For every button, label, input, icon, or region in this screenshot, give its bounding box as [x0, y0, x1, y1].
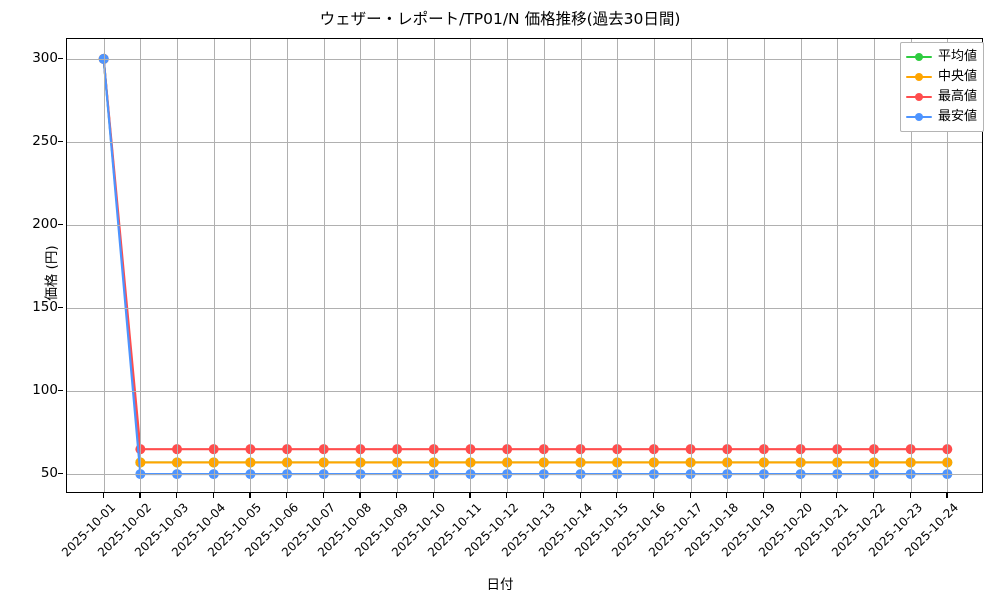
series-line [102, 57, 949, 464]
x-axis-tick-mark [799, 493, 801, 498]
gridline-vertical [947, 39, 949, 492]
gridline-horizontal [67, 474, 982, 476]
x-axis-tick-mark [579, 493, 581, 498]
gridline-vertical [763, 39, 765, 492]
x-axis-tick-mark [102, 493, 104, 498]
y-axis-tick-label: 200 [32, 215, 58, 232]
gridline-vertical [727, 39, 729, 492]
x-axis-tick-mark [909, 493, 911, 498]
series-line [102, 57, 949, 451]
x-axis-tick-mark [139, 493, 141, 498]
x-axis-tick-mark [762, 493, 765, 498]
legend-label: 最高値 [938, 89, 978, 104]
gridline-vertical [543, 39, 545, 492]
gridline-vertical [910, 39, 912, 492]
x-axis-tick-mark [652, 493, 655, 498]
x-axis-tick-mark [322, 493, 324, 498]
x-axis-tick-mark [542, 493, 545, 498]
x-axis-tick-mark [689, 493, 691, 498]
x-axis-tick-mark [616, 493, 618, 498]
x-axis-tick-mark [836, 493, 838, 498]
gridline-vertical [580, 39, 582, 492]
y-axis-tick-mark [58, 307, 63, 309]
x-axis-tick-mark [212, 493, 214, 498]
y-axis-tick-mark [58, 390, 63, 392]
chart-legend: 平均値中央値最高値最安値 [900, 42, 985, 132]
x-axis-tick-mark [872, 493, 875, 498]
series-line [102, 57, 949, 464]
gridline-vertical [397, 39, 399, 492]
x-axis-tick-mark [946, 493, 948, 498]
gridline-vertical [837, 39, 839, 492]
legend-item[interactable]: 平均値 [906, 47, 977, 67]
legend-item[interactable]: 最安値 [906, 107, 977, 127]
gridline-vertical [287, 39, 289, 492]
y-axis-tick-label: 300 [32, 49, 58, 66]
gridline-vertical [323, 39, 325, 492]
series-line [102, 57, 949, 476]
gridline-vertical [250, 39, 252, 492]
gridline-vertical [213, 39, 215, 492]
legend-swatch-icon [906, 71, 932, 83]
y-axis-tick-label: 50 [40, 465, 58, 482]
y-axis-tick-label: 100 [32, 382, 58, 399]
gridline-vertical [470, 39, 472, 492]
gridline-horizontal [67, 224, 982, 226]
gridline-vertical [690, 39, 692, 492]
x-axis-tick-mark [286, 493, 288, 498]
gridline-horizontal [67, 58, 982, 60]
legend-swatch-icon [906, 51, 932, 63]
series-layer [98, 53, 953, 480]
x-axis-tick-mark [432, 493, 434, 498]
x-axis-tick-mark [176, 493, 178, 498]
gridline-vertical [433, 39, 435, 492]
legend-swatch-icon [906, 91, 932, 103]
gridline-vertical [140, 39, 142, 492]
legend-item[interactable]: 最高値 [906, 87, 977, 107]
x-axis-tick-mark [506, 493, 508, 498]
y-axis-tick-mark [58, 57, 63, 60]
plot-area [66, 38, 983, 493]
gridline-vertical [800, 39, 802, 492]
x-axis-tick-mark [396, 493, 398, 498]
gridline-vertical [653, 39, 655, 492]
gridline-vertical [103, 39, 105, 492]
chart-title: ウェザー・レポート/TP01/N 価格推移(過去30日間) [319, 10, 681, 28]
gridline-vertical [177, 39, 179, 492]
legend-swatch-icon [906, 111, 932, 123]
y-axis-tick-label: 150 [32, 299, 58, 315]
legend-item[interactable]: 中央値 [906, 67, 977, 87]
gridline-vertical [507, 39, 509, 492]
x-axis: 2025-10-01 2025-10-02 2025-10-03 2025-10-04… [59, 493, 983, 563]
gridline-vertical [617, 39, 619, 492]
legend-label: 中央値 [938, 69, 978, 84]
y-axis: 価格 (円) 50 100 150 200 250 300 [0, 38, 63, 493]
gridline-horizontal [67, 141, 982, 143]
y-axis-tick-mark [58, 223, 63, 226]
x-axis-tick-mark [726, 493, 728, 498]
x-axis-tick-mark [469, 493, 471, 498]
x-axis-tick-mark [249, 493, 251, 498]
y-axis-tick-mark [58, 473, 63, 475]
y-axis-tick-label: 250 [32, 132, 58, 149]
gridline-horizontal [67, 391, 982, 393]
gridline-vertical [360, 39, 362, 492]
y-axis-tick-mark [58, 140, 63, 143]
legend-label: 平均値 [938, 49, 978, 64]
legend-label: 最安値 [938, 109, 978, 124]
x-axis-label: 日付 [486, 577, 514, 593]
x-axis-tick-mark [359, 493, 361, 498]
gridline-horizontal [67, 308, 982, 309]
gridline-vertical [873, 39, 875, 492]
